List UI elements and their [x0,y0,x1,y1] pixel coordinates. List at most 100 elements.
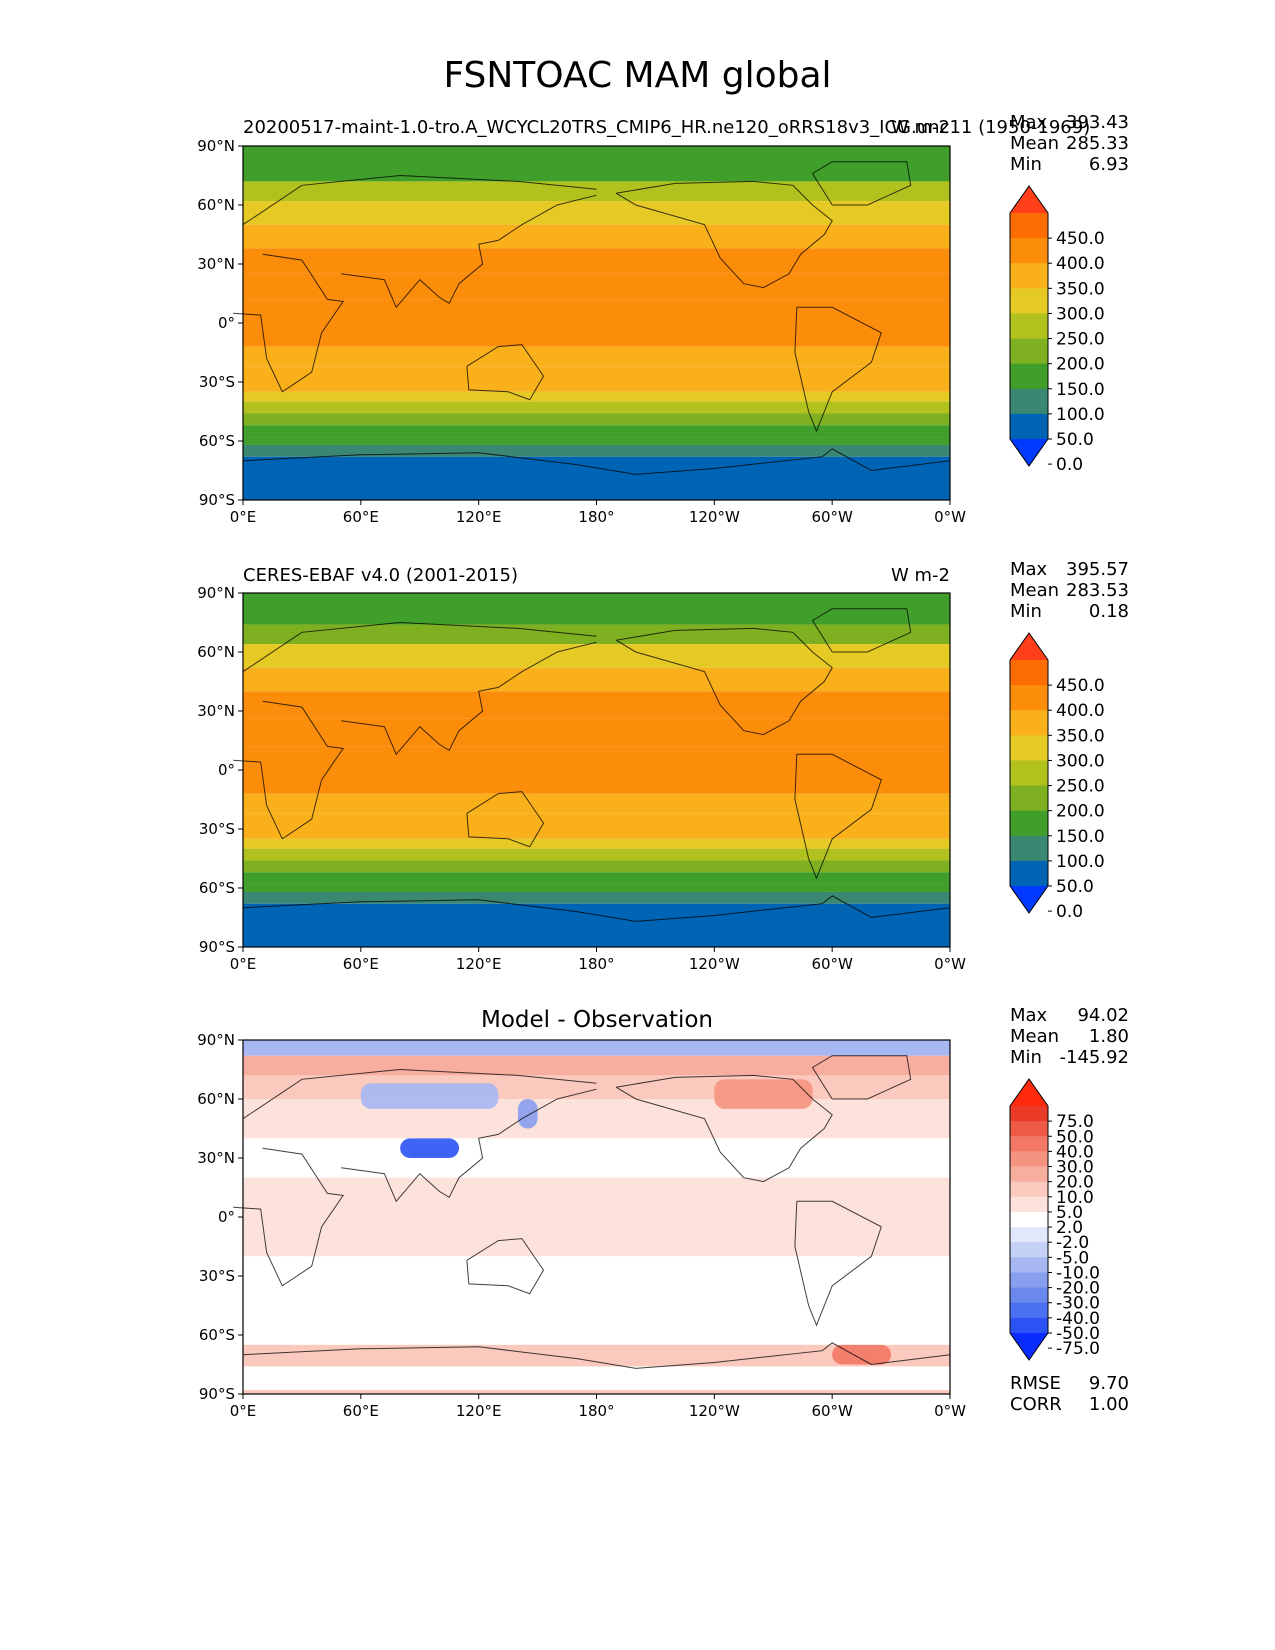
panel-3-colorbar-label-12: -30.0 [1056,1294,1100,1314]
panel-3-colorbar-seg-5 [1010,1181,1048,1198]
panel-2-colorbar-seg-0 [1010,660,1048,686]
panel-3-band-1 [243,1055,950,1076]
panel-3-colorbar-label-2: 40.0 [1056,1142,1094,1162]
panel-2-ytick-label-1: 60°N [197,643,235,661]
panel-3-coastline-0 [233,1147,345,1287]
panel-2-band-10 [243,848,950,861]
panel-1-colorbar-seg-5 [1010,338,1048,365]
panel-2-min-label: Min [1010,601,1042,622]
panel-1-xtick-label-3: 180° [578,508,614,526]
panel-3-colorbar-seg-12 [1010,1287,1048,1304]
panel-1-colorbar-label-6: 150.0 [1056,380,1105,400]
panel-1-band-11 [243,413,950,426]
panel-2-band-8 [243,813,950,839]
panel-3-coastline-1 [242,1068,597,1120]
panel-3-region-4 [832,1344,892,1365]
panel-1-colorbar-label-2: 350.0 [1056,279,1105,299]
panel-2-colorbar-seg-6 [1010,810,1048,837]
panel-3-coastline-5 [794,1200,882,1327]
panel-3-coastline-3 [466,1238,545,1295]
panel-3-region-3 [714,1079,813,1109]
panel-2-coastline-2 [341,641,597,756]
panel-2-ytick-label-5: 60°S [199,879,235,897]
panel-1-min-value: 6.93 [1088,154,1129,175]
panel-2-colorbar-seg-3 [1010,735,1048,761]
panel-3-mean-value: 1.80 [1088,1026,1129,1047]
panel-2-ytick-label-6: 90°S [199,938,235,956]
panel-1-band-6 [243,299,950,347]
panel-1-band-8 [243,366,950,392]
panel-2-colorbar-seg-8 [1010,860,1048,887]
panel-3-region-0 [400,1138,460,1158]
panel-1-colorbar-seg-6 [1010,363,1048,390]
panel-1-min-label: Min [1010,154,1042,175]
panel-1-colorbar-seg-3 [1010,288,1048,314]
panel-2-xtick-label-1: 60°E [343,955,379,973]
panel-2-max-label: Max [1010,559,1048,580]
panel-3-band-8 [243,1344,950,1367]
panel-2-min-value: 0.18 [1088,601,1129,622]
panel-1-ytick-label-1: 60°N [197,196,235,214]
panel-2-colorbar-bottom-arrow [1010,886,1048,913]
panel-2-band-1 [243,624,950,645]
panel-1-colorbar-seg-4 [1010,313,1048,340]
panel-1-ytick-label-3: 0° [218,314,235,332]
panel-3-region-1 [360,1083,499,1109]
panel-1-band-4 [243,248,950,274]
panel-3-colorbar-label-0: 75.0 [1056,1112,1094,1132]
panel-2-coastline-1 [242,621,597,673]
panel-3-colorbar-seg-6 [1010,1196,1048,1213]
panel-1-xtick-label-0: 0°E [230,508,257,526]
panel-2-colorbar-label-9: 0.0 [1056,902,1083,922]
panel-3-colorbar-seg-9 [1010,1242,1048,1258]
panel-3-max-value: 94.02 [1077,1005,1129,1026]
panel-1-band-10 [243,401,950,414]
panel-1-coastline-4 [615,180,833,289]
panel-3-coastline-7 [242,1342,951,1369]
panel-1-coastline-5 [794,306,882,433]
panel-2-band-13 [243,884,950,892]
panel-3-colorbar-seg-13 [1010,1302,1048,1319]
panel-2-colorbar-seg-4 [1010,760,1048,787]
panel-1-colorbar-label-7: 100.0 [1056,405,1105,425]
panel-3-colorbar-label-11: -20.0 [1056,1279,1100,1299]
panel-1-coastline-1 [242,174,597,226]
panel-2-band-4 [243,691,950,719]
panel-1-colorbar-label-4: 250.0 [1056,330,1105,350]
panel-2-coastline-6 [811,608,912,653]
panel-3-colorbar-seg-0 [1010,1106,1048,1122]
panel-2-colorbar-label-3: 300.0 [1056,751,1105,771]
panel-2-colorbar-seg-2 [1010,710,1048,736]
panel-1-max-value: 393.43 [1066,112,1129,133]
panel-2-mean-label: Mean [1010,580,1060,601]
panel-2-xtick-label-0: 0°E [230,955,257,973]
panel-2-colorbar-label-7: 100.0 [1056,852,1105,872]
panel-3-ytick-label-5: 60°S [199,1326,235,1344]
panel-3-ytick-label-1: 60°N [197,1090,235,1108]
panel-3-rmse-value: 9.70 [1088,1373,1129,1394]
panel-2-ytick-label-4: 30°S [199,820,235,838]
panel-1-colorbar-label-3: 300.0 [1056,304,1105,324]
panel-3-band-2 [243,1075,950,1099]
panel-1-title-left: 20200517-maint-1.0-tro.A_WCYCL20TRS_CMIP… [243,117,1091,138]
panel-1-mean-value: 285.33 [1066,133,1129,154]
panel-1-band-12 [243,425,950,438]
panel-3-colorbar-label-3: 30.0 [1056,1158,1094,1178]
panel-1-band-2 [243,201,950,225]
panel-1-colorbar-label-5: 200.0 [1056,355,1105,375]
panel-2-band-12 [243,872,950,885]
panel-2-title-left: CERES-EBAF v4.0 (2001-2015) [243,565,519,586]
panel-1-xtick-label-2: 120°E [456,508,502,526]
panel-3-colorbar-seg-7 [1010,1211,1048,1228]
panel-1-mean-label: Mean [1010,133,1060,154]
panel-2-colorbar-seg-7 [1010,835,1048,862]
panel-2-colorbar-label-4: 250.0 [1056,777,1105,797]
panel-2-band-14 [243,891,950,904]
panel-2-ytick-label-3: 0° [218,761,235,779]
panel-2-mean-value: 283.53 [1066,580,1129,601]
panel-2-colorbar-label-0: 450.0 [1056,676,1105,696]
panel-3-ytick-label-2: 30°N [197,1149,235,1167]
panel-1-band-13 [243,437,950,445]
panel-3-coastline-6 [811,1055,912,1100]
panel-2-band-5 [243,718,950,747]
